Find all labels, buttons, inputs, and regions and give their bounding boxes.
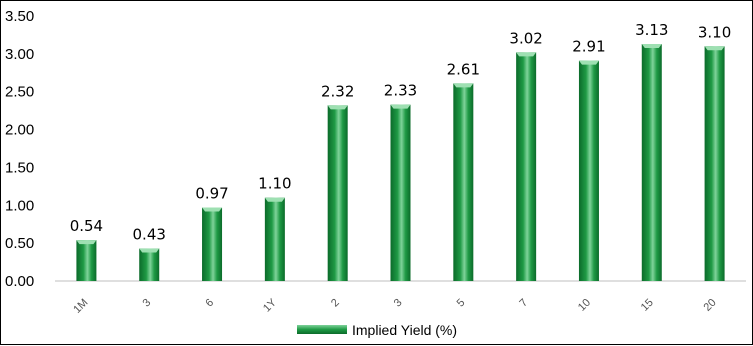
y-tick-label: 2.50 — [5, 84, 34, 101]
bar-top-bevel — [264, 197, 285, 202]
bar-top-bevel — [76, 240, 97, 245]
y-tick-label: 3.00 — [5, 46, 34, 63]
x-tick-label: 1M — [71, 297, 90, 316]
bar — [264, 197, 285, 281]
bar-top-bevel — [516, 52, 537, 57]
bar-top-bevel — [641, 44, 662, 49]
bar — [453, 83, 474, 281]
data-label: 3.02 — [509, 29, 542, 47]
y-tick-label: 1.50 — [5, 159, 34, 176]
bar-top-bevel — [704, 46, 725, 51]
data-label: 3.10 — [698, 23, 731, 41]
bar — [390, 104, 411, 281]
x-tick-label: 5 — [455, 297, 468, 310]
data-label: 2.32 — [321, 82, 354, 100]
legend-label: Implied Yield (%) — [352, 322, 457, 338]
y-tick-label: 3.50 — [5, 8, 34, 25]
bar — [327, 105, 348, 281]
data-label: 1.10 — [258, 175, 291, 193]
y-tick-label: 1.00 — [5, 197, 34, 214]
bar-top-bevel — [202, 207, 223, 212]
bar-top-bevel — [327, 105, 348, 110]
bar-top-bevel — [578, 60, 599, 65]
x-tick-label: 20 — [702, 297, 719, 314]
x-tick-label: 2 — [329, 297, 342, 310]
data-labels: 0.54 0.43 0.97 1.10 2.32 2.33 2.61 3.02 2.91 3.13… — [70, 21, 732, 243]
bar-top-bevel — [139, 248, 160, 253]
bars — [76, 44, 725, 282]
y-tick-label: 0.00 — [5, 273, 34, 290]
data-label: 2.91 — [572, 38, 605, 56]
y-tick-label: 0.50 — [5, 235, 34, 252]
bar-top-bevel — [390, 104, 411, 109]
x-tick-label: 7 — [517, 297, 530, 310]
x-axis-labels: 1M 3 6 1Y 2 3 5 7 10 15 20 — [71, 296, 718, 316]
x-tick-label: 3 — [141, 297, 154, 310]
legend-swatch — [297, 325, 347, 334]
x-tick-label: 1Y — [261, 296, 279, 314]
bar — [139, 248, 160, 281]
bar — [516, 52, 537, 281]
bar — [704, 46, 725, 282]
bar — [641, 44, 662, 282]
y-tick-label: 2.00 — [5, 122, 34, 139]
data-label: 2.33 — [384, 82, 417, 100]
data-label: 0.54 — [70, 217, 103, 235]
bar-top-bevel — [453, 83, 474, 88]
data-label: 0.43 — [133, 225, 166, 243]
x-tick-label: 3 — [392, 297, 405, 310]
bar — [76, 240, 97, 281]
bar — [578, 60, 599, 281]
y-axis-labels: 0.00 0.50 1.00 1.50 2.00 2.50 3.00 3.50 — [5, 8, 34, 290]
legend: Implied Yield (%) — [297, 322, 457, 338]
data-label: 3.13 — [635, 21, 668, 39]
data-label: 0.97 — [195, 185, 228, 203]
x-tick-label: 10 — [576, 297, 593, 314]
data-label: 2.61 — [447, 60, 480, 78]
x-tick-label: 15 — [639, 297, 656, 314]
bar — [202, 207, 223, 281]
x-tick-label: 6 — [203, 297, 216, 310]
